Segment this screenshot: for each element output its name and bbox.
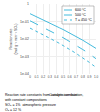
svg-text:1.0: 1.0 <box>94 75 99 79</box>
svg-text:1e-02: 1e-02 <box>20 37 29 41</box>
svg-text:0.3: 0.3 <box>48 75 53 79</box>
svg-text:1e-01: 1e-01 <box>20 20 29 24</box>
svg-text:Reaction rate(mol g⁻¹ min⁻¹ SO: Reaction rate(mol g⁻¹ min⁻¹ SO₂) <box>9 24 18 55</box>
svg-text:600 °C: 600 °C <box>75 8 86 12</box>
svg-text:0.7: 0.7 <box>74 75 79 79</box>
svg-text:0.9: 0.9 <box>87 75 92 79</box>
svg-text:0: 0 <box>29 75 31 79</box>
svg-text:T = 450 °C: T = 450 °C <box>75 18 92 22</box>
svg-text:0.2: 0.2 <box>41 75 46 79</box>
svg-text:Reaction rate constants from c: Reaction rate constants from catalytic c… <box>5 93 83 97</box>
svg-text:Conversion rate: Conversion rate <box>49 92 78 97</box>
svg-text:1: 1 <box>27 2 29 6</box>
svg-text:0.8: 0.8 <box>81 75 86 79</box>
svg-text:with constant compositions: with constant compositions <box>5 98 47 102</box>
svg-text:500 °C: 500 °C <box>75 13 86 17</box>
svg-text:1e-04: 1e-04 <box>20 72 29 76</box>
svg-text:0.5: 0.5 <box>61 75 66 79</box>
svg-text:0.6: 0.6 <box>68 75 73 79</box>
svg-text:1e-03: 1e-03 <box>20 55 29 59</box>
svg-text:0.1: 0.1 <box>35 75 40 79</box>
svg-text:SO₂ = 1% atmospheric pressure: SO₂ = 1% atmospheric pressure <box>5 103 56 107</box>
svg-text:O₂ = 12 %: O₂ = 12 % <box>5 108 21 112</box>
svg-text:0.4: 0.4 <box>54 75 59 79</box>
